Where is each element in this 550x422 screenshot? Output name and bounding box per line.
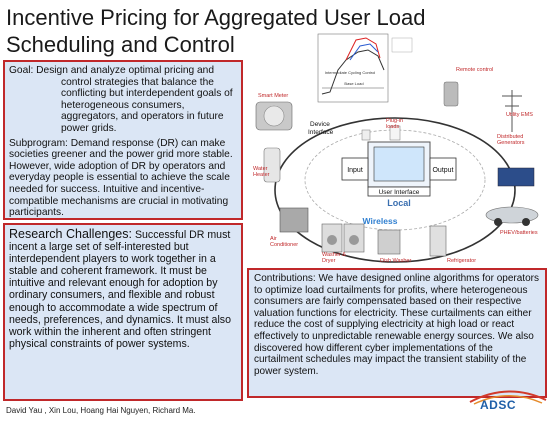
washer-dryer-icon — [321, 223, 365, 253]
subprogram-text: Subprogram: Demand response (DR) can mak… — [9, 137, 233, 219]
user-interface-label: User Interface — [379, 189, 420, 196]
remote-control-icon — [443, 81, 459, 107]
output-label: Output — [432, 167, 453, 174]
adsc-logo: ADSC — [480, 398, 517, 412]
device-interface-label-2: Interface — [308, 129, 334, 136]
chart-legend: Intermediate Cycling Control — [325, 70, 376, 75]
refrigerator-label: Refrigerator — [447, 258, 477, 264]
dish-washer-icon — [377, 229, 401, 255]
plug-in-icon — [361, 125, 401, 141]
page-title-line1: Incentive Pricing for Aggregated User Lo… — [6, 5, 426, 30]
contributions-box: Contributions: We have designed online a… — [247, 268, 547, 398]
input-label: Input — [347, 167, 363, 174]
phev-batteries-label: PHEV/batteries — [500, 230, 538, 236]
utility-ems-icon — [502, 90, 522, 132]
water-heater-label: Water Heater — [253, 166, 270, 178]
research-heading: Research Challenges: — [9, 227, 132, 241]
air-conditioner-label: Air Conditioner — [270, 236, 299, 248]
demand-response-diagram: Intermediate Cycling Control Base Load I… — [255, 33, 539, 263]
goal-box: Goal: Design and analyze optimal pricing… — [3, 60, 243, 220]
smart-meter-label: Smart Meter — [258, 93, 289, 99]
washer-dryer-label: Washer & Dryer — [322, 252, 346, 264]
local-label: Local — [387, 198, 411, 208]
dish-washer-label: Dish Washer — [380, 258, 412, 264]
distributed-generators-label: Distributed Generators — [497, 134, 525, 146]
air-conditioner-icon — [279, 207, 309, 233]
base-load-label: Base Load — [344, 81, 363, 86]
water-heater-icon — [263, 147, 281, 183]
car-icon — [485, 206, 539, 226]
device-interface-label-1: Device — [310, 121, 330, 128]
contributions-text: Contributions: We have designed online a… — [254, 273, 539, 377]
utility-ems-label: Utility EMS — [506, 112, 533, 118]
research-challenges-box: Research Challenges: Successful DR must … — [3, 223, 243, 401]
authors: David Yau , Xin Lou, Hoang Hai Nguyen, R… — [6, 406, 196, 415]
goal-text: Goal: Design and analyze optimal pricing… — [9, 65, 233, 134]
solar-panel-icon — [497, 167, 535, 187]
remote-control-label: Remote control — [456, 67, 494, 73]
load-chart: Intermediate Cycling Control Base Load — [317, 33, 413, 103]
page-title-line2: Scheduling and Control — [6, 32, 235, 57]
wireless-label: Wireless — [363, 216, 398, 226]
refrigerator-icon — [429, 225, 447, 257]
plug-in-loads-label: Plug-in loads — [386, 118, 404, 130]
research-text: Successful DR must incent a large set of… — [9, 229, 231, 350]
adsc-logo-arc — [469, 390, 547, 405]
smart-meter-icon — [255, 101, 293, 131]
